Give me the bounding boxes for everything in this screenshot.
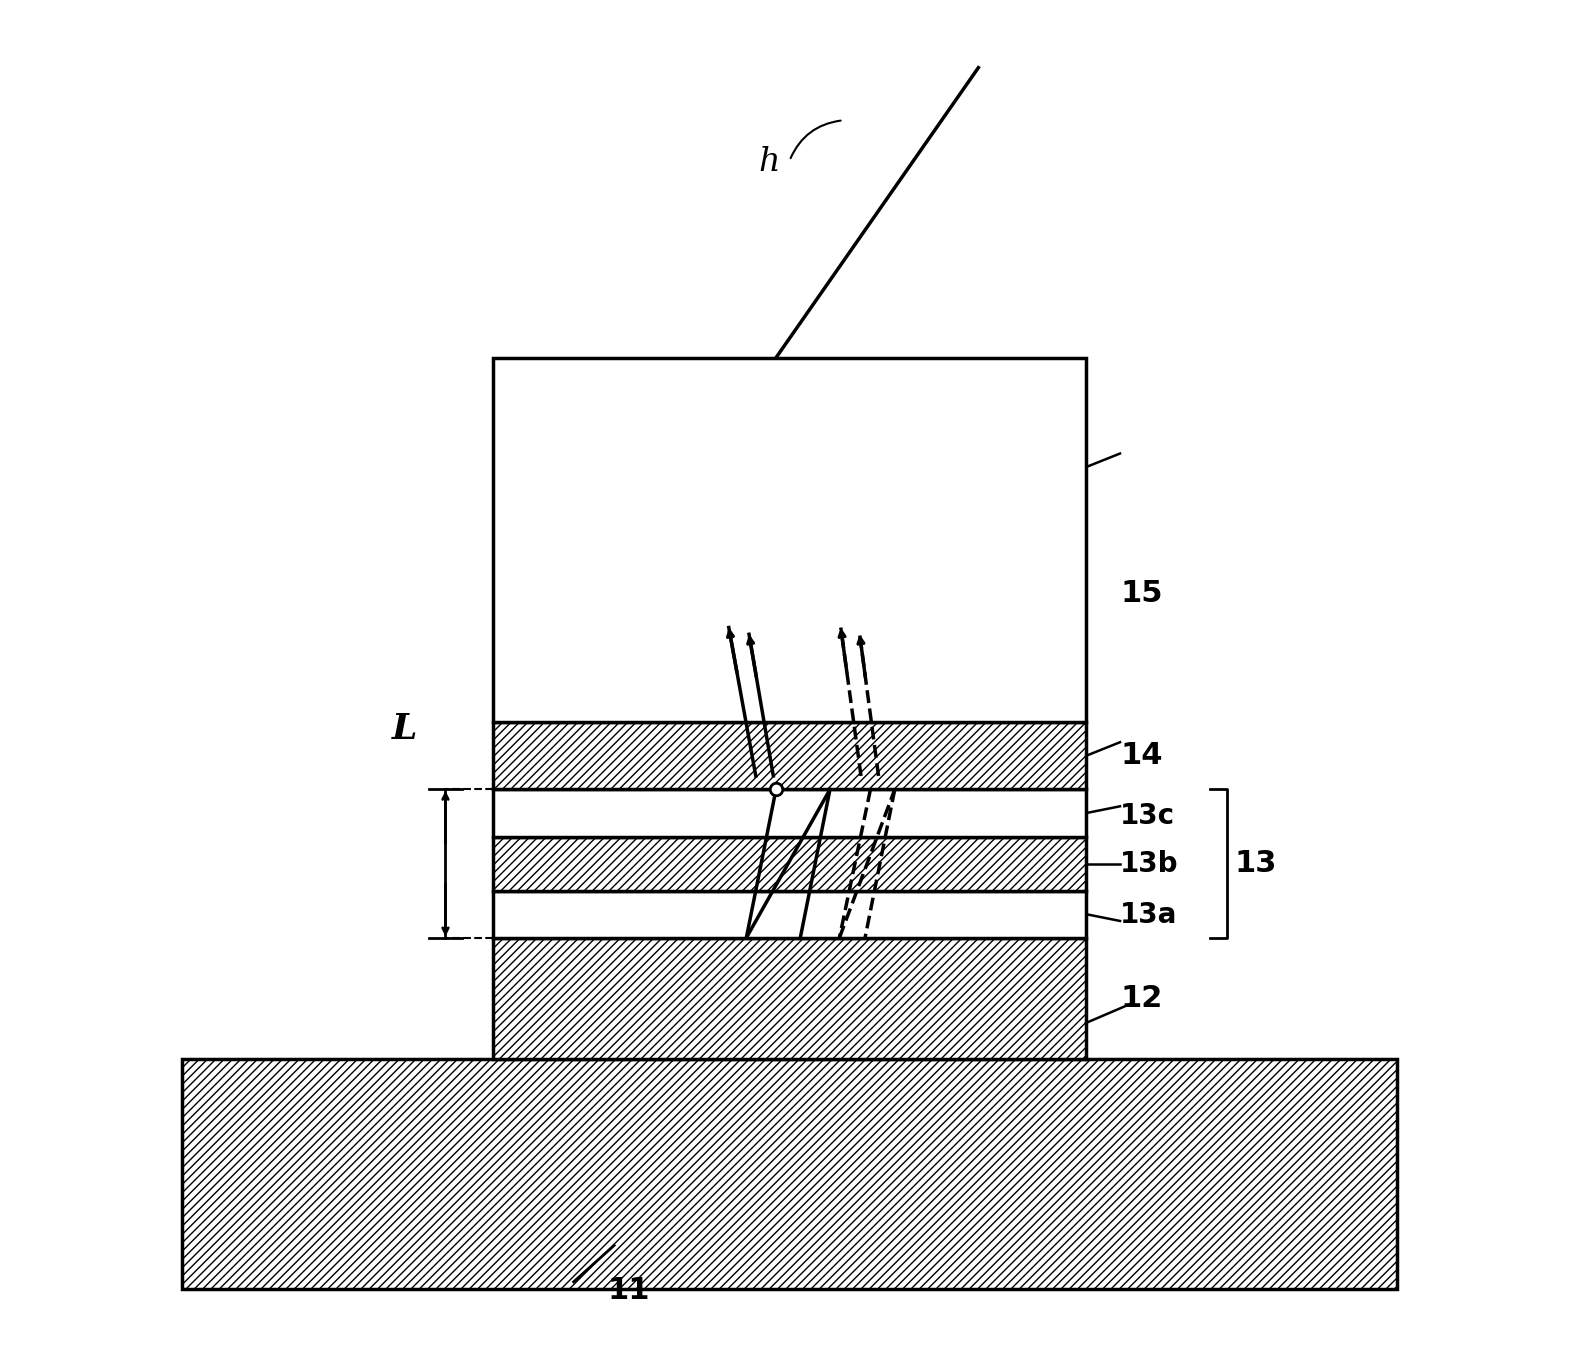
Bar (493, 789, 1086, 837)
Bar (493, 357, 1086, 722)
Text: 13b: 13b (1120, 849, 1178, 878)
Text: 14: 14 (1120, 741, 1162, 770)
Bar (493, 837, 1086, 890)
Text: 11: 11 (608, 1276, 651, 1304)
Text: 13: 13 (1235, 849, 1277, 878)
Text: 12: 12 (1120, 984, 1162, 1013)
Text: 15: 15 (1120, 579, 1162, 608)
Bar (493, 938, 1086, 1059)
Bar (493, 890, 1086, 938)
Text: 13c: 13c (1120, 803, 1175, 830)
Text: L: L (392, 711, 418, 746)
Bar (183, 1059, 1396, 1288)
Bar (493, 722, 1086, 789)
Text: h: h (758, 146, 780, 179)
Text: 13a: 13a (1120, 901, 1178, 930)
